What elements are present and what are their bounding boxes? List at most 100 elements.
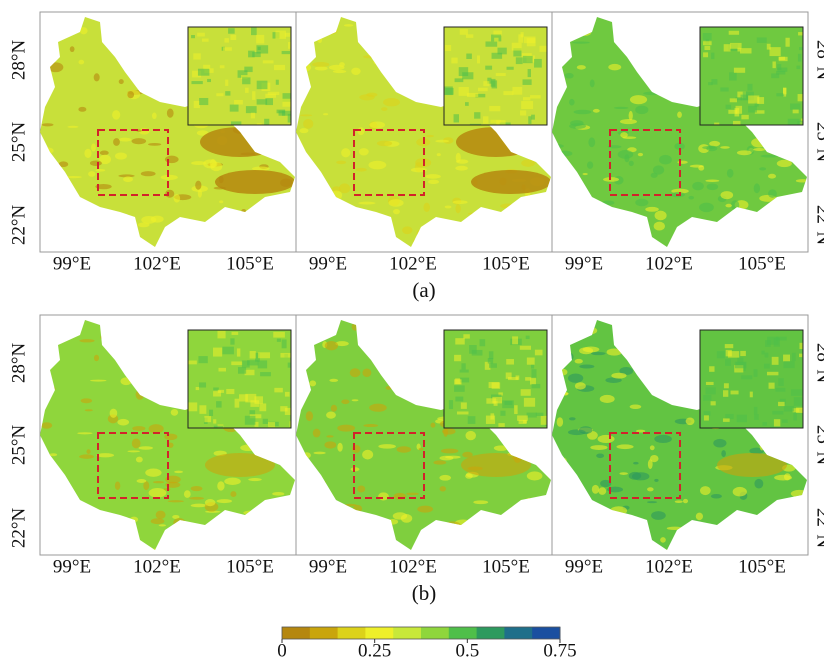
inset-texture <box>448 400 454 410</box>
inset <box>444 27 547 125</box>
inset-texture <box>769 47 781 57</box>
inset-texture <box>521 53 532 58</box>
texture <box>145 468 162 477</box>
inset-texture <box>458 86 469 96</box>
texture <box>598 487 607 495</box>
texture <box>190 503 208 508</box>
texture <box>674 142 685 150</box>
inset-texture <box>485 41 498 47</box>
inset-texture <box>459 28 468 35</box>
texture <box>109 408 118 418</box>
inset-texture <box>257 360 268 369</box>
texture <box>706 145 718 152</box>
texture <box>118 137 132 142</box>
texture <box>339 62 345 67</box>
texture <box>376 140 393 147</box>
inset-texture <box>703 394 712 401</box>
texture <box>685 417 695 426</box>
inset-texture <box>778 56 788 62</box>
longitude-label: 102°E <box>645 556 693 577</box>
inset-texture <box>754 110 765 114</box>
texture <box>607 145 622 149</box>
inset-texture <box>488 351 494 360</box>
inset-texture <box>722 418 730 422</box>
map-panel <box>39 11 297 253</box>
inset-texture <box>455 338 465 345</box>
texture <box>84 409 93 412</box>
inset-texture <box>256 123 262 125</box>
longitude-label: 99°E <box>565 556 603 577</box>
texture <box>783 473 791 481</box>
inset-texture <box>260 372 271 377</box>
inset-texture <box>245 106 257 114</box>
texture <box>455 152 461 163</box>
inset-texture <box>771 356 779 365</box>
texture <box>88 171 96 177</box>
texture <box>150 518 165 525</box>
inset-texture <box>284 391 290 397</box>
texture <box>677 160 688 164</box>
inset-texture <box>249 351 256 359</box>
texture <box>760 154 779 158</box>
colorbar-cell <box>421 627 450 639</box>
inset-texture <box>770 426 780 428</box>
texture <box>141 216 157 224</box>
texture <box>579 364 595 369</box>
inset-texture <box>763 363 770 369</box>
texture <box>591 484 600 494</box>
study-box <box>609 432 681 499</box>
inset-texture <box>502 400 514 409</box>
inset-texture <box>785 37 790 47</box>
inset-texture <box>496 120 506 125</box>
inset-texture <box>525 377 531 381</box>
inset-texture <box>531 369 537 379</box>
inset-texture <box>265 98 274 106</box>
texture <box>118 79 124 85</box>
inset-texture <box>487 77 492 84</box>
inset-texture <box>772 61 776 69</box>
texture <box>732 486 747 497</box>
inset-texture <box>512 336 519 345</box>
inset-texture <box>747 83 753 91</box>
texture <box>426 134 435 138</box>
colorbar-cell <box>532 627 561 639</box>
texture <box>112 110 121 120</box>
texture <box>569 98 575 106</box>
inset-texture <box>245 393 257 403</box>
inset-texture <box>198 356 208 364</box>
inset-texture <box>236 348 241 357</box>
texture <box>351 399 359 402</box>
texture <box>753 183 761 194</box>
inset-texture <box>734 365 744 373</box>
inset-texture <box>793 412 797 421</box>
texture <box>611 372 627 379</box>
texture <box>603 177 620 182</box>
texture <box>170 408 179 416</box>
inset-texture <box>454 354 462 362</box>
inset-texture <box>465 102 469 106</box>
texture <box>629 404 642 410</box>
texture <box>351 67 361 76</box>
texture <box>152 112 157 120</box>
inset-texture <box>799 47 803 51</box>
texture <box>114 481 121 490</box>
texture <box>344 503 357 507</box>
inset-texture <box>199 382 207 388</box>
inset-texture <box>525 335 530 340</box>
texture <box>589 79 595 88</box>
texture <box>326 411 336 419</box>
texture <box>381 107 388 111</box>
texture <box>148 488 167 498</box>
texture <box>635 429 646 433</box>
texture <box>357 485 366 493</box>
texture <box>323 113 329 116</box>
inset-texture <box>273 331 285 338</box>
inset-frame <box>187 329 292 429</box>
inset-texture <box>739 48 752 54</box>
texture <box>619 119 637 125</box>
inset-texture <box>778 401 785 407</box>
texture <box>65 175 82 179</box>
texture <box>95 184 112 190</box>
inset-texture <box>276 109 286 114</box>
inset-texture <box>250 400 260 407</box>
